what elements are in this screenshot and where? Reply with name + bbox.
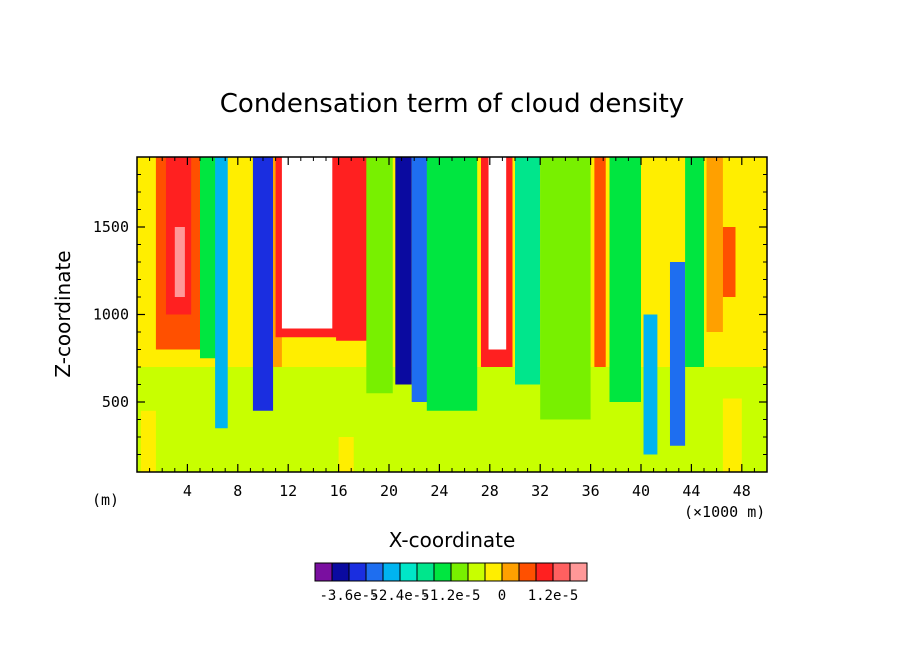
heatmap-region-4 <box>722 398 742 472</box>
heatmap-region-29 <box>706 157 723 332</box>
heatmap-region-21 <box>488 157 507 350</box>
x-tick-label: 8 <box>233 482 242 500</box>
colorbar-swatch <box>314 562 333 582</box>
colorbar-label: 1.2e-5 <box>528 588 579 604</box>
heatmap-region-26 <box>643 314 658 455</box>
x-tick-label: 20 <box>380 482 398 500</box>
heatmap-region-1 <box>137 445 767 472</box>
colorbar-swatch <box>450 562 469 582</box>
heatmap-region-28 <box>685 157 704 367</box>
colorbar-swatch <box>535 562 554 582</box>
heatmap-region-11 <box>252 157 274 411</box>
heatmap-region-31 <box>741 157 764 367</box>
heatmap-region-25 <box>609 157 641 402</box>
colorbar: -3.6e-5-2.4e-5-1.2e-5 0 1.2e-5 <box>314 562 588 604</box>
colorbar-swatch <box>365 562 384 582</box>
colorbar-swatch <box>348 562 367 582</box>
y-tick-label: 1000 <box>93 306 129 324</box>
x-axis: 4 8 12 16 20 24 28 32 36 40 44 48 <box>149 157 755 500</box>
y-axis: 500 1000 1500 <box>93 174 767 455</box>
x-tick-label: 40 <box>632 482 650 500</box>
colorbar-swatch <box>518 562 537 582</box>
y-tick-label: 1500 <box>93 218 129 236</box>
colorbar-label: -3.6e-5 <box>319 588 378 604</box>
heatmap-region-24 <box>594 157 606 367</box>
colorbar-swatch <box>382 562 401 582</box>
heatmap-region-14 <box>281 157 333 329</box>
heatmap-region-2 <box>140 410 156 472</box>
heatmap-region-17 <box>395 157 412 385</box>
x-tick-label: 12 <box>279 482 297 500</box>
x-tick-label: 24 <box>430 482 448 500</box>
colorbar-swatch <box>569 562 588 582</box>
heatmap-region-3 <box>338 437 354 472</box>
colorbar-swatch <box>501 562 520 582</box>
heatmap-region-19 <box>426 157 478 411</box>
x-tick-label: 44 <box>682 482 700 500</box>
colorbar-swatch <box>331 562 350 582</box>
x-tick-label: 48 <box>733 482 751 500</box>
colorbar-swatch <box>416 562 435 582</box>
colorbar-swatch <box>467 562 486 582</box>
heatmap-region-15 <box>336 157 368 341</box>
heatmap-region-8 <box>174 227 185 297</box>
y-axis-title: Z-coordinate <box>51 250 75 377</box>
x-scale-label: (×1000 m) <box>684 503 765 521</box>
colorbar-swatch <box>399 562 418 582</box>
colorbar-swatch <box>552 562 571 582</box>
x-axis-title: X-coordinate <box>389 528 516 552</box>
colorbar-label: 0 <box>498 588 506 604</box>
x-tick-label: 32 <box>531 482 549 500</box>
heatmap-region-27 <box>669 262 686 446</box>
x-tick-label: 36 <box>582 482 600 500</box>
y-tick-label: 500 <box>102 393 129 411</box>
x-unit-label: (m) <box>92 491 119 509</box>
heatmap-region-23 <box>540 157 591 420</box>
colorbar-label: -1.2e-5 <box>421 588 480 604</box>
heatmap-region-18 <box>411 157 430 402</box>
x-tick-label: 28 <box>481 482 499 500</box>
heatmap-region-10 <box>215 157 228 429</box>
colorbar-label: -2.4e-5 <box>370 588 429 604</box>
x-tick-label: 4 <box>183 482 192 500</box>
x-tick-label: 16 <box>330 482 348 500</box>
heatmap-region-30 <box>722 227 736 297</box>
heatmap-region-16 <box>366 157 393 394</box>
colorbar-swatch <box>484 562 503 582</box>
heatmap-region-22 <box>515 157 541 385</box>
colorbar-swatch <box>433 562 452 582</box>
heatmap-field <box>137 157 767 472</box>
chart-title: Condensation term of cloud density <box>220 89 684 119</box>
